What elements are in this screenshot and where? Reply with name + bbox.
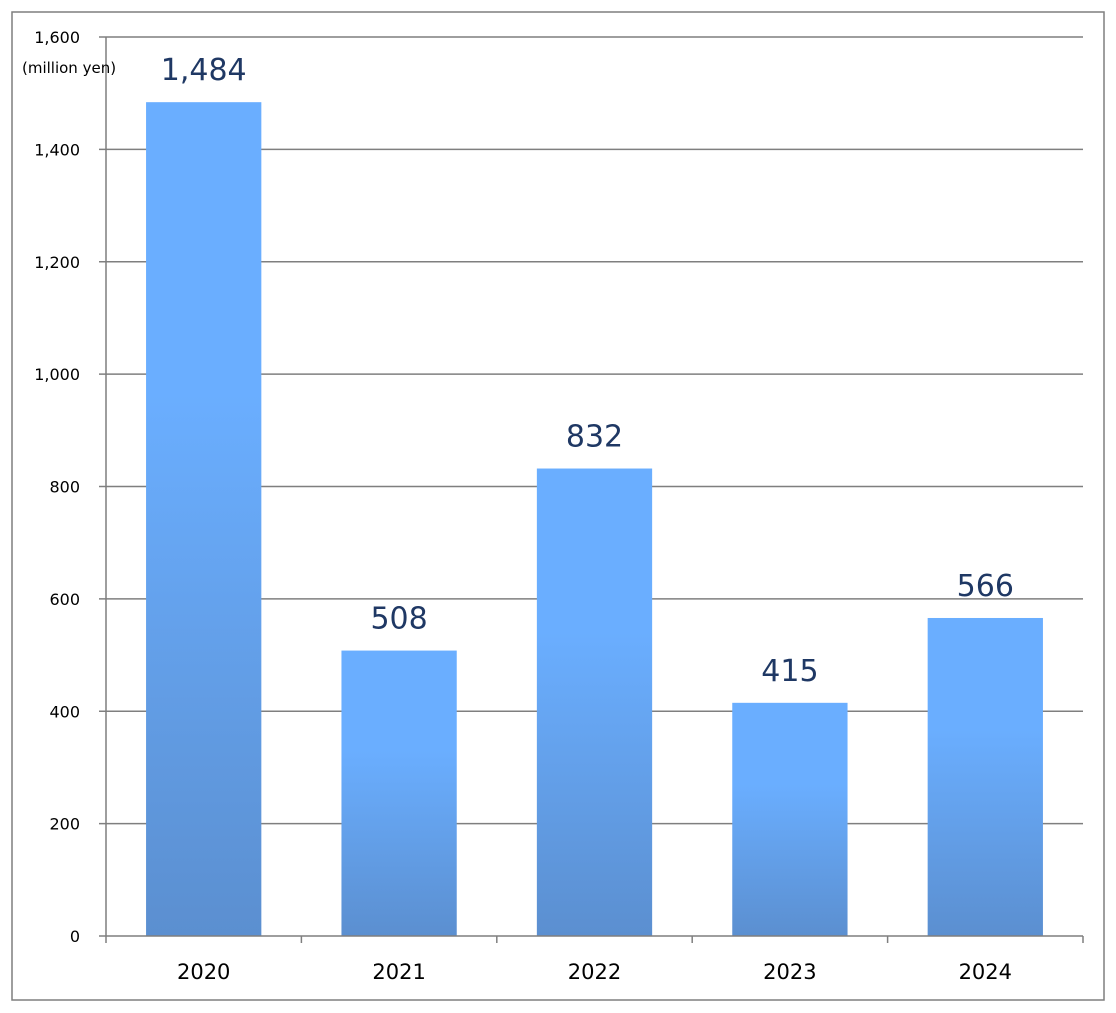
- x-category-label: 2024: [959, 960, 1012, 984]
- y-tick-label: 1,000: [34, 365, 80, 384]
- bar-2022: [536, 468, 653, 936]
- y-tick-label: 1,600: [34, 28, 80, 47]
- data-label-2021: 508: [370, 602, 427, 637]
- y-tick-label: 1,400: [34, 140, 80, 159]
- x-category-label: 2023: [763, 960, 816, 984]
- bar-2024: [927, 617, 1043, 936]
- y-tick-label: 0: [70, 927, 80, 946]
- y-tick-label: 400: [49, 702, 80, 721]
- labels: (million yen) 0 200 400 600 800 1,000 1,200 1,4…: [22, 28, 1014, 984]
- bars: [146, 102, 1043, 937]
- data-label-2022: 832: [566, 420, 623, 455]
- y-tick-label: 200: [49, 815, 80, 834]
- data-label-2020: 1,484: [161, 53, 247, 88]
- data-label-2024: 566: [957, 569, 1014, 604]
- x-category-label: 2021: [372, 960, 425, 984]
- y-axis-unit-label: (million yen): [22, 59, 116, 77]
- x-category-label: 2020: [177, 960, 230, 984]
- bar-2020: [146, 102, 262, 937]
- data-label-2023: 415: [761, 654, 818, 689]
- axes: [99, 36, 1084, 943]
- y-tick-label: 600: [49, 590, 80, 609]
- x-category-label: 2022: [568, 960, 621, 984]
- bar-2023: [732, 702, 848, 936]
- y-tick-label: 1,200: [34, 253, 80, 272]
- bar-2021: [341, 650, 457, 936]
- gridlines: [106, 36, 1083, 825]
- y-tick-label: 800: [49, 478, 80, 497]
